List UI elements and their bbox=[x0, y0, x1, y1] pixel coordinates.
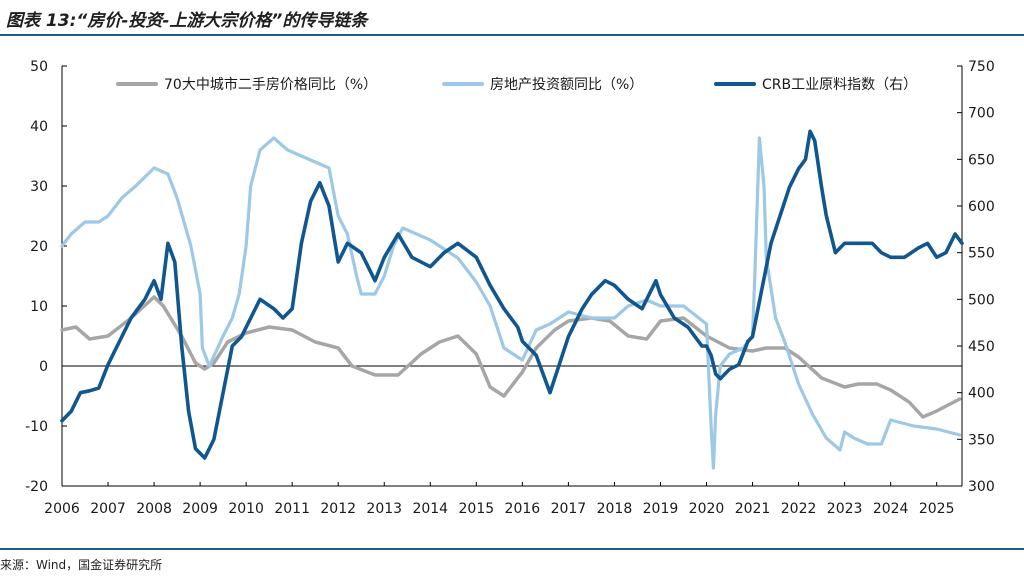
x-tick-label: 2023 bbox=[827, 501, 863, 517]
y-right-tick-label: 350 bbox=[968, 432, 995, 448]
legend-label-1: 70大中城市二手房价格同比（%） bbox=[164, 76, 377, 93]
y-right-tick-label: 500 bbox=[968, 292, 995, 308]
x-tick-label: 2008 bbox=[136, 501, 172, 517]
x-tick-label: 2022 bbox=[781, 501, 817, 517]
x-tick-label: 2020 bbox=[689, 501, 725, 517]
x-tick-label: 2013 bbox=[366, 501, 402, 517]
x-tick-label: 2025 bbox=[919, 501, 955, 517]
x-tick-label: 2016 bbox=[505, 501, 541, 517]
header-rule bbox=[0, 34, 1024, 36]
y-right-tick-label: 300 bbox=[968, 479, 995, 495]
x-tick-label: 2024 bbox=[873, 501, 909, 517]
x-tick-label: 2017 bbox=[551, 501, 587, 517]
x-tick-label: 2006 bbox=[44, 501, 80, 517]
y-right-tick-label: 750 bbox=[968, 59, 995, 75]
y-left-tick-label: -20 bbox=[25, 479, 48, 495]
source-note: 来源：Wind，国金证券研究所 bbox=[0, 558, 163, 572]
x-tick-label: 2021 bbox=[735, 501, 771, 517]
x-tick-label: 2018 bbox=[597, 501, 633, 517]
y-right-tick-label: 600 bbox=[968, 199, 995, 215]
y-left-tick-label: 0 bbox=[39, 359, 48, 375]
y-right-tick-label: 400 bbox=[968, 386, 995, 402]
x-tick-label: 2015 bbox=[459, 501, 495, 517]
legend-label-2: 房地产投资额同比（%） bbox=[490, 77, 643, 93]
series-line-1 bbox=[60, 295, 962, 419]
x-tick-label: 2007 bbox=[90, 501, 126, 517]
figure-header: 图表 13:“房价-投资-上游大宗价格”的传导链条 bbox=[0, 0, 1024, 34]
y-left-tick-label: 50 bbox=[30, 59, 48, 75]
y-left-tick-label: -10 bbox=[25, 419, 48, 435]
y-right-tick-label: 650 bbox=[968, 152, 995, 168]
x-tick-label: 2019 bbox=[643, 501, 679, 517]
x-tick-label: 2010 bbox=[228, 501, 264, 517]
legend-label-3: CRB工业原料指数（右） bbox=[762, 77, 917, 93]
series-line-2 bbox=[60, 136, 962, 470]
series-line-3 bbox=[60, 129, 964, 460]
y-left-tick-label: 30 bbox=[30, 179, 48, 195]
y-left-tick-label: 10 bbox=[30, 299, 48, 315]
y-right-tick-label: 550 bbox=[968, 246, 995, 262]
figure-title: 图表 13:“房价-投资-上游大宗价格”的传导链条 bbox=[6, 11, 368, 31]
x-tick-label: 2014 bbox=[412, 501, 448, 517]
y-left-tick-label: 40 bbox=[30, 119, 48, 135]
footer-rule bbox=[0, 548, 1024, 550]
y-right-tick-label: 450 bbox=[968, 339, 995, 355]
x-tick-label: 2009 bbox=[182, 501, 218, 517]
x-tick-label: 2012 bbox=[320, 501, 356, 517]
x-tick-label: 2011 bbox=[274, 501, 310, 517]
y-left-tick-label: 20 bbox=[30, 239, 48, 255]
y-right-tick-label: 700 bbox=[968, 106, 995, 122]
